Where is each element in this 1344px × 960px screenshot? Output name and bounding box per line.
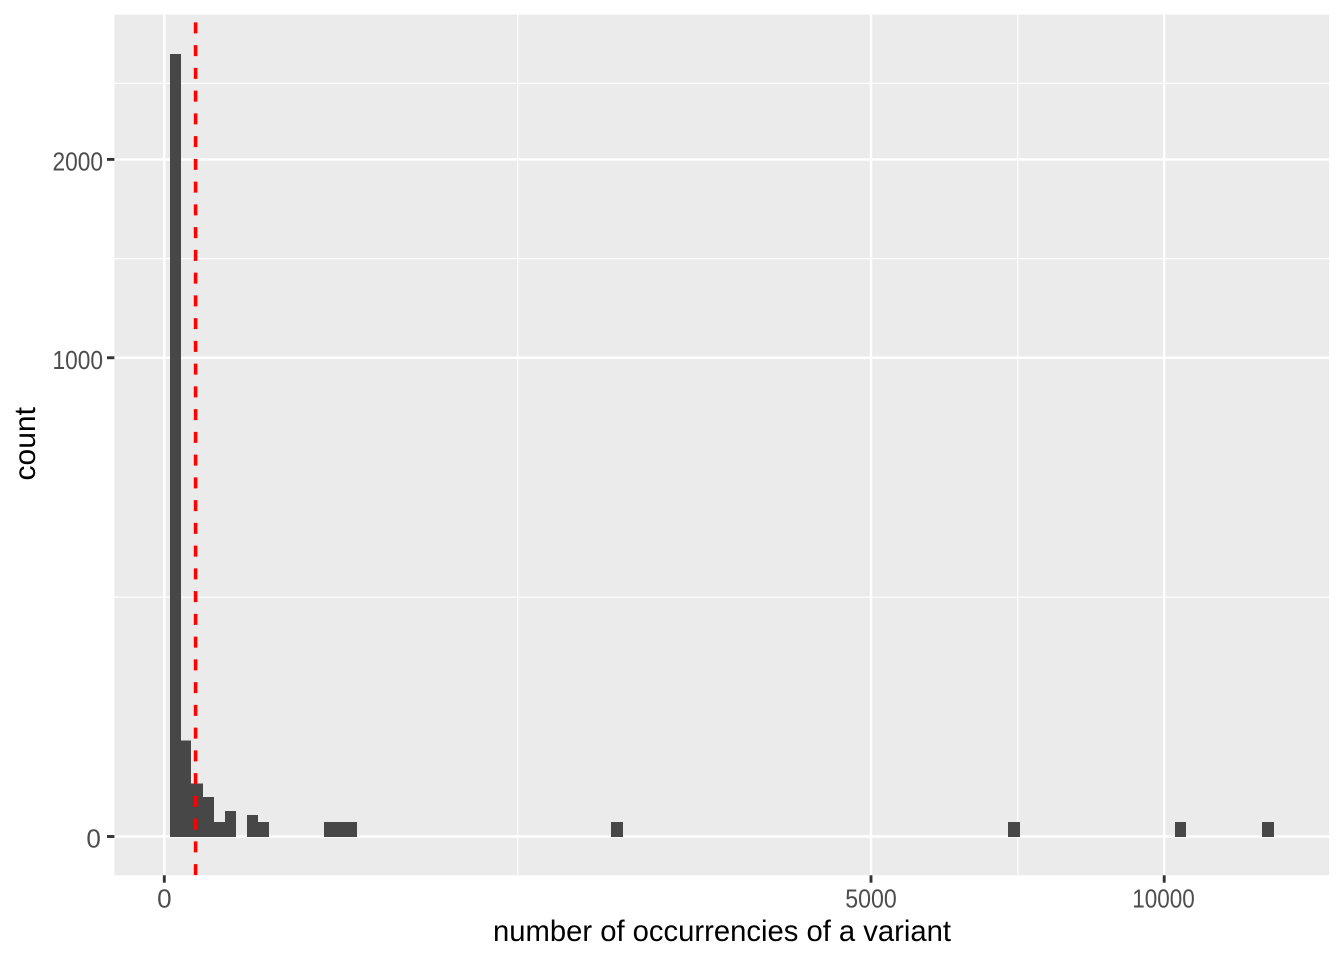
svg-text:2000: 2000 <box>53 146 104 176</box>
svg-text:count: count <box>9 406 42 480</box>
svg-text:5000: 5000 <box>845 883 897 913</box>
svg-text:number of occurrencies of a va: number of occurrencies of a variant <box>493 915 952 948</box>
svg-text:10000: 10000 <box>1132 883 1195 913</box>
svg-text:1000: 1000 <box>53 345 104 375</box>
svg-text:0: 0 <box>157 883 171 913</box>
svg-text:0: 0 <box>86 824 100 854</box>
